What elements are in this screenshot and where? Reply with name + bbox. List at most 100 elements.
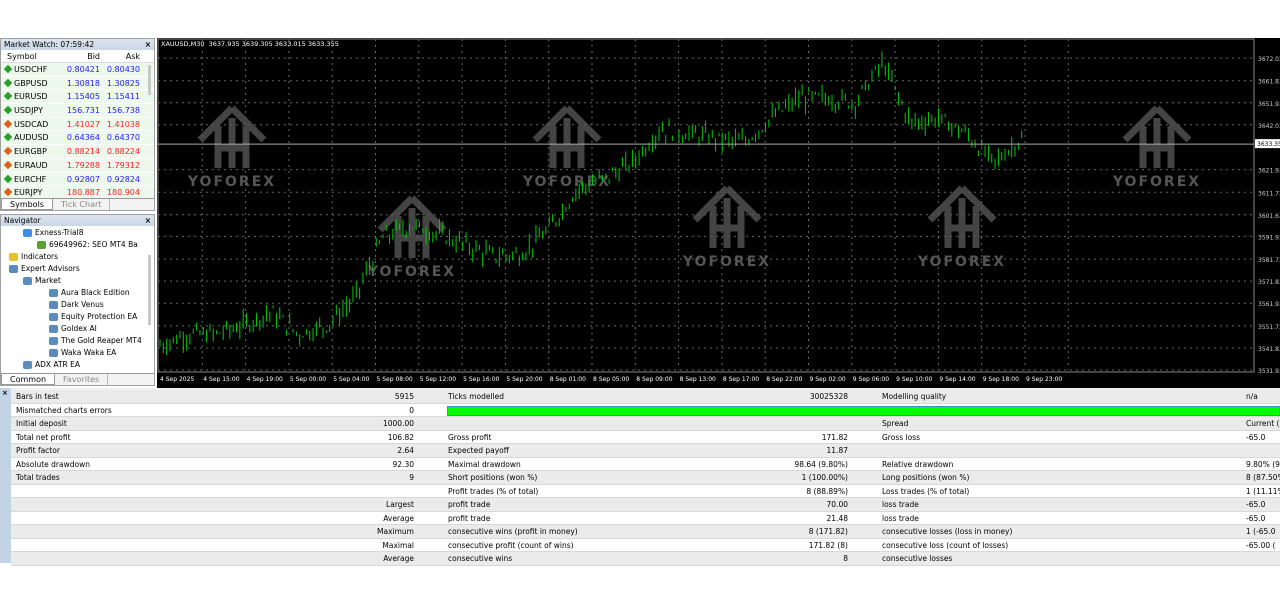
symbol-row[interactable]: USDJPY 156.731 156.738 — [1, 104, 154, 118]
watermark-text: YOFOREX — [367, 264, 456, 280]
arrow-up-icon — [3, 92, 13, 101]
time-label: 9 Sep 18:00 — [983, 376, 1019, 383]
navigator-item[interactable]: Market — [23, 276, 61, 285]
report-label: Gross profit — [448, 432, 492, 442]
col-ask[interactable]: Ask — [125, 52, 140, 61]
market-watch-panel: Market Watch: 07:59:42 × Symbol Bid Ask U… — [0, 38, 155, 211]
report-value: 1 (-65.0 — [1246, 527, 1276, 536]
close-icon[interactable]: × — [144, 216, 151, 225]
navigator-item[interactable]: Waka Waka EA — [49, 348, 116, 357]
ask-value: 1.41038 — [106, 119, 140, 129]
report-label: Gross loss — [882, 432, 921, 442]
report-row: Maximum consecutive wins (profit in money… — [11, 525, 1280, 539]
ask-value: 1.79312 — [106, 160, 140, 170]
watermark-text: YOFOREX — [682, 254, 771, 270]
report-row: Mismatched charts errors 0 — [11, 403, 1280, 417]
symbol-row[interactable]: EURGBP 0.88214 0.88224 — [1, 145, 154, 159]
report-value: 1 (100.00%) — [801, 473, 848, 482]
symbol-row[interactable]: USDCAD 1.41027 1.41038 — [1, 117, 154, 132]
price-label: 3551.73 — [1258, 324, 1280, 331]
report-value: -65.0 — [1246, 432, 1266, 442]
bid-value: 1.41027 — [66, 119, 100, 129]
navigator-item[interactable]: The Gold Reaper MT4 — [49, 336, 142, 345]
price-chart[interactable]: 3672.03 3661.83 3651.93 3642.03 3621.93 3611.… — [157, 38, 1280, 388]
navigator-item[interactable]: Dark Venus — [49, 300, 104, 309]
chart-header: XAUUSD,M30 3637.935 3639.305 3633.015 36… — [161, 40, 339, 48]
ask-value: 0.88224 — [106, 147, 140, 157]
ask-value: 0.64370 — [106, 133, 140, 143]
time-label: 8 Sep 13:00 — [680, 376, 716, 383]
modelling-quality-bar — [447, 405, 1280, 416]
navigator-item[interactable]: Expert Advisors — [9, 264, 80, 273]
navigator-item[interactable]: Equity Protection EA — [49, 312, 137, 321]
navigator-item[interactable]: Goldex AI — [49, 324, 97, 333]
close-icon[interactable]: × — [144, 40, 151, 49]
report-value: 8 (88.89%) — [806, 486, 848, 496]
report-value: 70.00 — [826, 500, 848, 509]
symbol-name: EURUSD — [14, 92, 48, 102]
price-label: 3541.83 — [1258, 346, 1280, 353]
time-label: 5 Sep 04:00 — [333, 376, 369, 383]
report-value: -65.0 — [1246, 513, 1266, 523]
report-value: 9.80% (98.6 — [1246, 459, 1280, 469]
report-label: Profit factor — [16, 446, 60, 455]
close-icon[interactable]: × — [2, 389, 8, 397]
col-bid[interactable]: Bid — [87, 52, 100, 61]
navigator-item-label: 69649962: SEO MT4 Ba — [49, 240, 138, 249]
symbol-row[interactable]: EURAUD 1.79288 1.79312 — [1, 158, 154, 173]
account-icon — [37, 240, 46, 249]
report-value: 171.82 (8) — [808, 540, 848, 550]
tab-favorites[interactable]: Favorites — [55, 374, 109, 385]
scrollbar[interactable] — [148, 65, 151, 95]
symbol-name: EURCHF — [14, 174, 47, 184]
symbol-row[interactable]: GBPUSD 1.30818 1.30825 — [1, 76, 154, 91]
report-value: 5915 — [394, 392, 414, 401]
time-label: 9 Sep 14:00 — [939, 376, 975, 383]
report-row: Bars in test 5915 Ticks modelled 30025328 Mo… — [11, 390, 1280, 404]
col-symbol[interactable]: Symbol — [7, 52, 37, 61]
report-value: 11.87 — [826, 446, 848, 455]
ask-value: 0.80430 — [106, 65, 140, 74]
time-label: 5 Sep 12:00 — [420, 376, 456, 383]
report-value: 8 (171.82) — [808, 527, 848, 536]
arrow-up-icon — [3, 78, 13, 87]
tab-tick-chart[interactable]: Tick Chart — [53, 199, 111, 210]
navigator-item[interactable]: Aura Black Edition — [49, 288, 130, 297]
arrow-up-icon — [3, 105, 13, 115]
scrollbar[interactable] — [148, 255, 151, 325]
report-value: 106.82 — [387, 432, 414, 442]
report-label: Bars in test — [16, 392, 59, 401]
report-value: 21.48 — [826, 513, 848, 523]
time-label: 9 Sep 02:00 — [810, 376, 846, 383]
symbol-row[interactable]: AUDUSD 0.64364 0.64370 — [1, 131, 154, 146]
report-value: Current (2 — [1246, 419, 1280, 428]
tab-common[interactable]: Common — [1, 374, 56, 385]
time-label: 9 Sep 23:00 — [1026, 376, 1062, 383]
navigator-item[interactable]: Indicators — [9, 252, 58, 261]
symbol-row[interactable]: EURUSD 1.15405 1.15411 — [1, 90, 154, 105]
navigator-item[interactable]: Exness-Trial8 — [23, 228, 83, 237]
navigator-item[interactable]: ADX ATR EA — [23, 360, 80, 369]
navigator-item[interactable]: 69649962: SEO MT4 Ba — [37, 240, 138, 249]
time-label: 4 Sep 2025 — [160, 376, 194, 383]
report-value: 30025328 — [809, 392, 848, 401]
navigator-item-label: Indicators — [21, 252, 59, 261]
symbol-row[interactable]: EURCHF 0.92807 0.92824 — [1, 172, 154, 187]
report-row: Initial deposit 1000.00 Spread Current (2 — [11, 417, 1280, 431]
price-label: 3531.93 — [1258, 368, 1280, 375]
navigator-item-label: Aura Black Edition — [61, 288, 130, 297]
report-label: Relative drawdown — [882, 459, 954, 469]
report-row: Maximal consecutive profit (count of wins… — [11, 538, 1280, 552]
report-value: 0 — [409, 405, 414, 415]
report-row: Total trades 9 Short positions (won %) 1 (1… — [11, 471, 1280, 485]
time-label: 8 Sep 22:00 — [766, 376, 802, 383]
chart-canvas: 3672.03 3661.83 3651.93 3642.03 3621.93 3611.… — [157, 38, 1280, 383]
symbol-row[interactable]: USDCHF 0.80421 0.80430 — [1, 63, 154, 77]
report-value: 98.64 (9.80%) — [794, 459, 848, 469]
tab-symbols[interactable]: Symbols — [1, 199, 53, 210]
server-icon — [23, 228, 32, 237]
report-row: Average profit trade 21.48 loss trade -65.0 — [11, 511, 1280, 525]
report-value: Maximum — [377, 527, 414, 536]
report-value: 1 (11.11% — [1246, 486, 1280, 496]
report-label: Initial deposit — [16, 419, 67, 428]
